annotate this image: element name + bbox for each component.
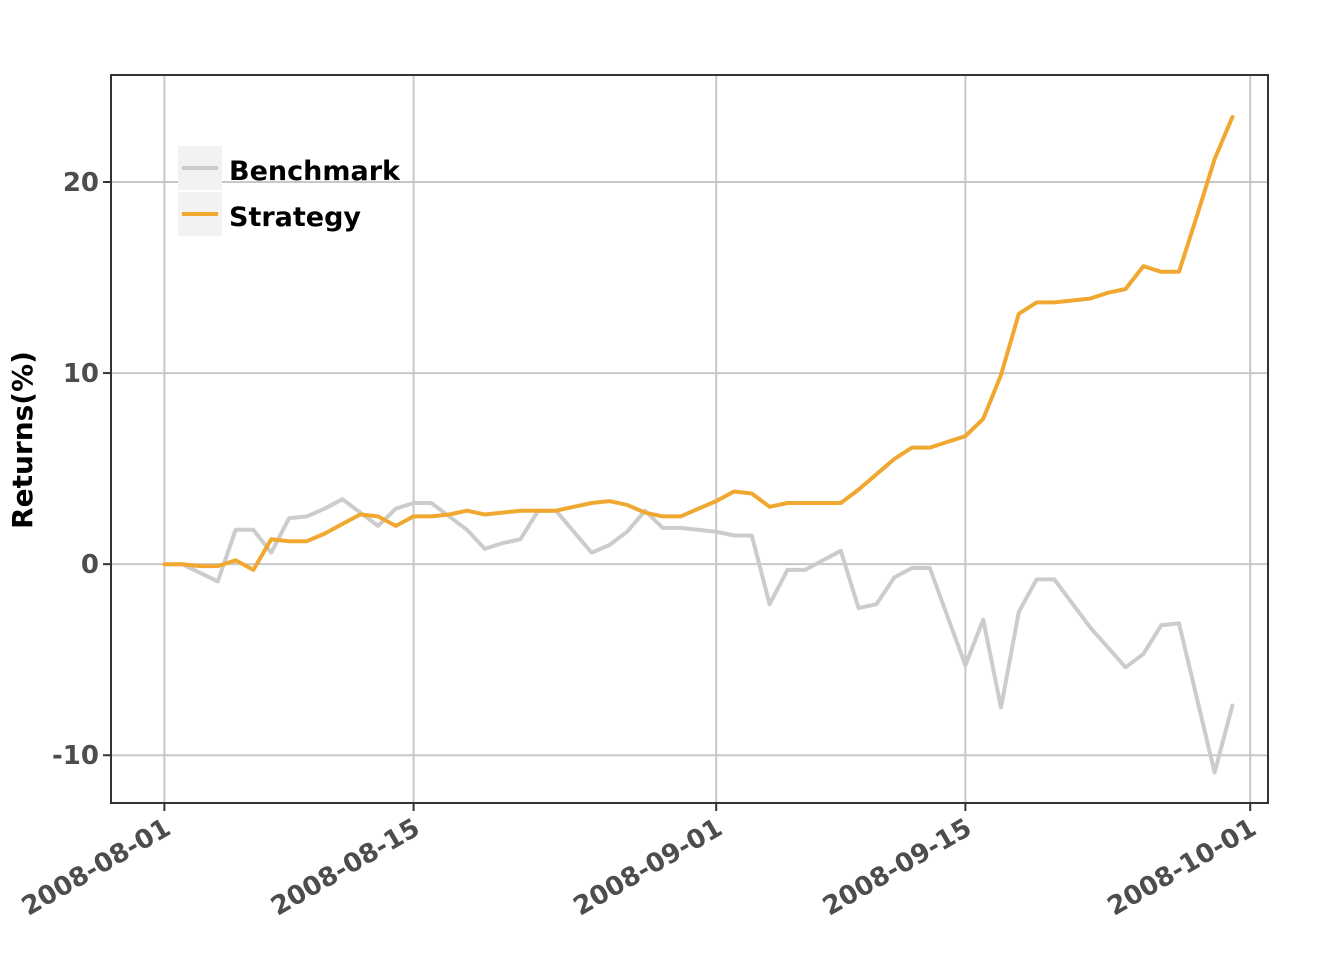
series-layer — [162, 115, 1235, 775]
x-axis-tick-labels: 2008-08-01 2008-08-15 2008-09-01 2008-09-15… — [17, 813, 1262, 922]
y-axis-tick-labels: -10 0 10 20 — [52, 168, 99, 771]
x-tick-label: 2008-09-15 — [818, 813, 977, 922]
legend-label-benchmark: Benchmark — [229, 156, 401, 187]
y-tick-label: -10 — [52, 741, 99, 771]
y-tick-label: 10 — [63, 359, 99, 389]
legend: Benchmark Strategy — [178, 146, 401, 236]
y-axis-title: Returns(%) — [6, 351, 39, 529]
grid-lines — [111, 75, 1268, 803]
x-tick-label: 2008-08-01 — [17, 813, 176, 922]
legend-label-strategy: Strategy — [229, 202, 361, 233]
x-tick-label: 2008-10-01 — [1103, 813, 1262, 922]
series-line-strategy — [162, 115, 1235, 572]
y-tick-label: 20 — [63, 168, 99, 198]
axis-ticks — [103, 181, 1252, 811]
y-tick-label: 0 — [81, 550, 99, 580]
x-tick-label: 2008-08-15 — [266, 813, 425, 922]
plot-panel-border — [110, 74, 1269, 804]
series-line-benchmark — [162, 497, 1235, 775]
x-tick-label: 2008-09-01 — [569, 813, 728, 922]
